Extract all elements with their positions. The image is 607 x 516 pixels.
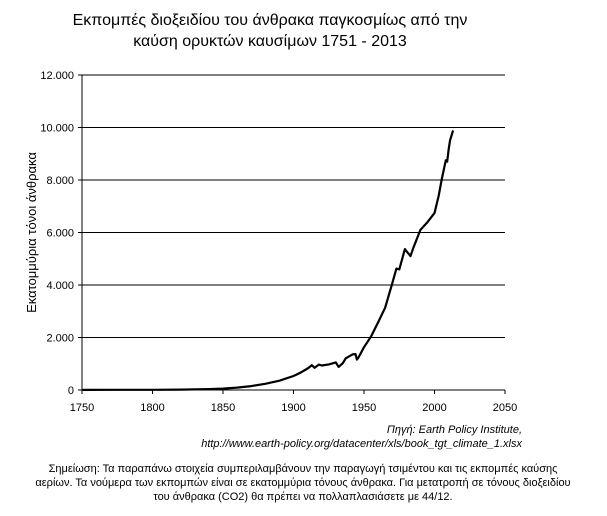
y-tick-label: 12.000 (40, 70, 74, 82)
x-axis-tick-labels: 1750 1800 1850 1900 1950 2000 2050 (70, 402, 517, 414)
x-tick-label: 2050 (493, 402, 517, 414)
footnote-line-2: αερίων. Τα νούμερα των εκπομπών είναι σε… (35, 477, 571, 489)
source-line-1: Πηγή: Earth Policy Institute, (386, 424, 522, 436)
line-chart: 0 2.000 4.000 6.000 8.000 10.000 12.000 1750 18… (24, 70, 517, 414)
series-line (82, 130, 454, 391)
y-tick-label: 10.000 (40, 123, 74, 135)
y-tick-label: 4.000 (46, 280, 74, 292)
chart-title-line-2: καύση ορυκτών καυσίμων 1751 - 2013 (133, 33, 407, 50)
x-tick-label: 1950 (352, 402, 376, 414)
source-citation: Πηγή: Earth Policy Institute, http://www… (140, 423, 522, 451)
x-tick-label: 1750 (70, 402, 94, 414)
horizontal-gridlines (82, 74, 505, 338)
y-tick-label: 8.000 (46, 175, 74, 187)
footnote-line-3: του άνθρακα (CO2) θα πρέπει να πολλαπλασ… (153, 491, 453, 503)
footnote: Σημείωση: Τα παραπάνω στοιχεία συμπεριλα… (8, 462, 598, 504)
y-axis-tick-labels: 0 2.000 4.000 6.000 8.000 10.000 12.000 (40, 70, 74, 397)
y-axis-label: Εκατομμύρια τόνοι άνθρακα (24, 152, 39, 313)
y-tick-label: 0 (68, 385, 74, 397)
chart-axes (78, 74, 506, 394)
plot-area (82, 130, 454, 391)
x-tick-label: 2000 (422, 402, 446, 414)
x-tick-label: 1850 (211, 402, 235, 414)
footnote-line-1: Σημείωση: Τα παραπάνω στοιχεία συμπεριλα… (48, 463, 558, 475)
y-tick-label: 6.000 (46, 228, 74, 240)
y-tick-label: 2.000 (46, 333, 74, 345)
chart-title-line-1: Εκπομπές διοξειδίου του άνθρακα παγκοσμί… (72, 12, 468, 29)
source-url: http://www.earth-policy.org/datacenter/x… (201, 438, 522, 450)
chart-title: Εκπομπές διοξειδίου του άνθρακα παγκοσμί… (0, 10, 540, 52)
x-tick-label: 1900 (281, 402, 305, 414)
x-tick-label: 1800 (140, 402, 164, 414)
